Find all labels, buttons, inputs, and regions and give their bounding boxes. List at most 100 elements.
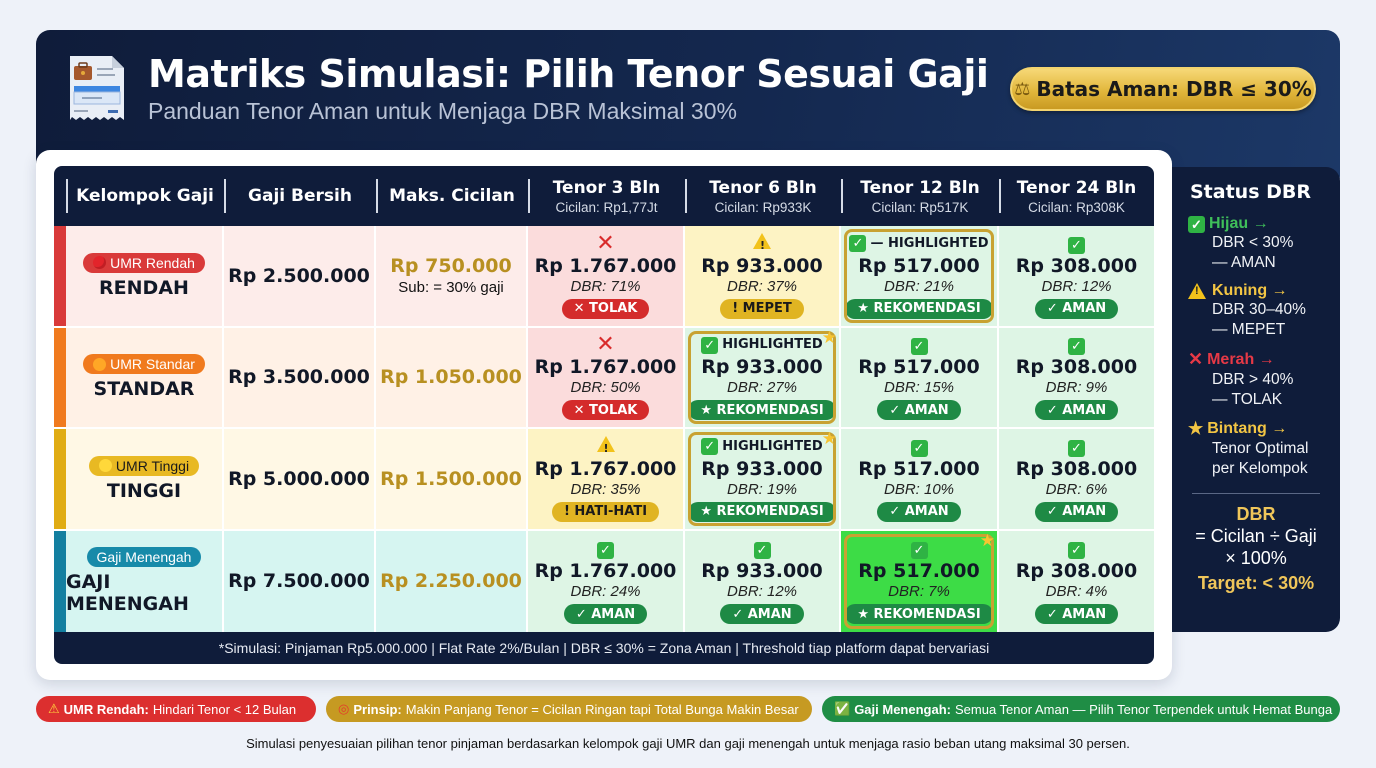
caption: Simulasi penyesuaian pilihan tenor pinja… [246, 736, 1130, 751]
check-icon: ✓ [910, 439, 928, 457]
tenor-cell: ✕ Rp 1.767.000 DBR: 50% ✕ TOLAK [528, 327, 685, 427]
row-color-bar [54, 226, 66, 326]
tenor-cell: ✓ Rp 308.000 DBR: 6% ✓ AMAN [999, 429, 1154, 529]
legend-item-red: ✕ Merah → DBR > 40% — TOLAK [1188, 349, 1294, 408]
table-header: Kelompok Gaji Gaji Bersih Maks. Cicilan … [54, 166, 1154, 226]
cross-icon: ✕ [596, 230, 615, 256]
row-color-bar [54, 327, 66, 427]
legend-title: Status DBR [1190, 181, 1312, 203]
salary-cell: Rp 7.500.000 [224, 530, 376, 632]
tenor-matrix-table: Kelompok Gaji Gaji Bersih Maks. Cicilan … [54, 166, 1154, 664]
table-row: UMR Rendah RENDAH Rp 2.500.000 Rp 750.00… [54, 226, 1154, 328]
star-icon: ★ [821, 429, 837, 449]
tenor-cell-recommended: ✓ — HIGHLIGHTED Rp 517.000 DBR: 21% ★ REK… [841, 226, 999, 326]
cross-icon: ✕ [596, 332, 615, 358]
safe-limit-badge: ⚖ Batas Aman: DBR ≤ 30% [1010, 67, 1316, 111]
cross-icon: ✕ [1188, 349, 1204, 369]
status-badge: ✓ AMAN [1034, 604, 1119, 625]
check-icon: ✅ [834, 701, 851, 716]
check-icon: ✓ [910, 338, 928, 356]
target-icon: ◎ [338, 701, 350, 716]
warning-icon [596, 435, 615, 460]
tenor-cell: ✓ Rp 308.000 DBR: 12% ✓ AMAN [999, 226, 1154, 326]
salary-cell: Rp 2.500.000 [224, 226, 376, 326]
scale-icon: ⚖ [1014, 78, 1031, 100]
tenor-cell-recommended: ★ ✓ HIGHLIGHTED Rp 933.000 DBR: 19% ★ REK… [685, 429, 841, 529]
tenor-cell: ✓ Rp 308.000 DBR: 9% ✓ AMAN [999, 327, 1154, 427]
group-cell: Gaji Menengah GAJI MENENGAH [54, 530, 224, 632]
group-pill: UMR Standar [83, 354, 205, 375]
legend-item-star: ★ Bintang → Tenor Optimal per Kelompok [1188, 419, 1309, 477]
check-icon: ✓ [1068, 542, 1085, 560]
tenor-cell: ✓ Rp 933.000 DBR: 12% ✓ AMAN [685, 530, 841, 632]
page-title: Matriks Simulasi: Pilih Tenor Sesuai Gaj… [148, 52, 989, 96]
status-badge: ✕ TOLAK [561, 400, 650, 421]
tip-prinsip: ◎ Prinsip: Makin Panjang Tenor = Cicilan … [326, 696, 812, 722]
status-badge: ★ REKOMENDASI [688, 400, 836, 421]
check-icon: ✓ [849, 235, 867, 253]
check-icon: ✓ [597, 542, 614, 560]
tenor-cell-recommended: ★ ✓ HIGHLIGHTED Rp 933.000 DBR: 27% ★ REK… [685, 327, 841, 427]
max-installment-cell: Rp 2.250.000 [376, 530, 528, 632]
status-badge: ✓ AMAN [720, 604, 804, 625]
group-pill: UMR Tinggi [88, 455, 200, 476]
yellow-dot-icon [98, 459, 112, 473]
simulation-footnote: *Simulasi: Pinjaman Rp5.000.000 | Flat R… [54, 632, 1154, 664]
star-icon: ★ [821, 327, 837, 348]
table-row: Gaji Menengah GAJI MENENGAH Rp 7.500.000… [54, 530, 1154, 632]
check-icon: ✓ [701, 336, 719, 354]
page-subtitle: Panduan Tenor Aman untuk Menjaga DBR Mak… [148, 98, 737, 124]
status-badge: ! HATI-HATI [551, 501, 660, 522]
column-header: Tenor 24 Bln Cicilan: Rp308K [999, 166, 1154, 226]
warning-icon [753, 232, 771, 257]
column-header: Kelompok Gaji [54, 166, 224, 226]
tenor-cell: ✓ Rp 1.767.000 DBR: 24% ✓ AMAN [528, 530, 685, 632]
status-badge: ✕ TOLAK [561, 298, 650, 319]
warning-icon: ⚠ [48, 701, 60, 716]
status-badge: ✓ AMAN [1034, 400, 1119, 421]
tips-bar: ⚠ UMR Rendah: Hindari Tenor < 12 Bulan ◎ … [36, 696, 1340, 722]
check-icon: ✓ [1188, 215, 1205, 233]
status-badge: ✓ AMAN [1034, 298, 1119, 319]
warning-icon [1188, 283, 1206, 299]
orange-dot-icon [93, 357, 107, 371]
status-badge: ✓ AMAN [877, 501, 961, 522]
check-icon: ✓ [701, 438, 719, 456]
tenor-cell: Rp 1.767.000 DBR: 35% ! HATI-HATI [528, 429, 685, 529]
table-row: UMR Tinggi TINGGI Rp 5.000.000 Rp 1.500.… [54, 429, 1154, 531]
salary-cell: Rp 3.500.000 [224, 327, 376, 427]
column-header: Maks. Cicilan [376, 166, 528, 226]
star-icon: ★ [1188, 419, 1204, 438]
salary-cell: Rp 5.000.000 [224, 429, 376, 529]
check-icon: ✓ [1068, 439, 1085, 457]
table-row: UMR Standar STANDAR Rp 3.500.000 Rp 1.05… [54, 327, 1154, 429]
group-pill: UMR Rendah [83, 252, 205, 273]
tip-umr-rendah: ⚠ UMR Rendah: Hindari Tenor < 12 Bulan [36, 696, 316, 722]
row-color-bar [54, 530, 66, 632]
status-badge: ✓ AMAN [877, 400, 961, 421]
column-header: Tenor 12 Bln Cicilan: Rp517K [841, 166, 999, 226]
tenor-cell-recommended: ★ ✓ Rp 517.000 DBR: 7% ★ REKOMENDASI [841, 530, 999, 632]
column-header: Gaji Bersih [224, 166, 376, 226]
column-header: Tenor 3 Bln Cicilan: Rp1,77Jt [528, 166, 685, 226]
group-cell: UMR Rendah RENDAH [54, 226, 224, 326]
dbr-formula: DBR = Cicilan ÷ Gaji × 100% Target: < 30… [1195, 504, 1317, 593]
tenor-cell: ✓ Rp 517.000 DBR: 10% ✓ AMAN [841, 429, 999, 529]
status-badge: ! MEPET [720, 298, 804, 319]
check-icon: ✓ [910, 542, 928, 560]
check-icon: ✓ [1068, 236, 1085, 254]
tenor-cell: ✓ Rp 308.000 DBR: 4% ✓ AMAN [999, 530, 1154, 632]
max-installment-cell: Rp 1.050.000 [376, 327, 528, 427]
group-cell: UMR Standar STANDAR [54, 327, 224, 427]
tenor-cell: Rp 933.000 DBR: 37% ! MEPET [685, 226, 841, 326]
check-icon: ✓ [1068, 338, 1085, 356]
star-icon: ★ [979, 530, 995, 551]
status-badge: ★ REKOMENDASI [845, 298, 993, 319]
status-badge: ★ REKOMENDASI [845, 604, 993, 625]
legend-item-green: ✓ Hijau → DBR < 30% — AMAN [1188, 215, 1324, 273]
status-legend: Status DBR ✓Hijau → DBR < 30% — AMAN Kun… [1172, 167, 1340, 632]
tenor-cell: ✕ Rp 1.767.000 DBR: 71% ✕ TOLAK [528, 226, 685, 326]
status-badge: ✓ AMAN [563, 604, 648, 625]
group-pill: Gaji Menengah [86, 547, 202, 568]
red-dot-icon [93, 256, 107, 270]
